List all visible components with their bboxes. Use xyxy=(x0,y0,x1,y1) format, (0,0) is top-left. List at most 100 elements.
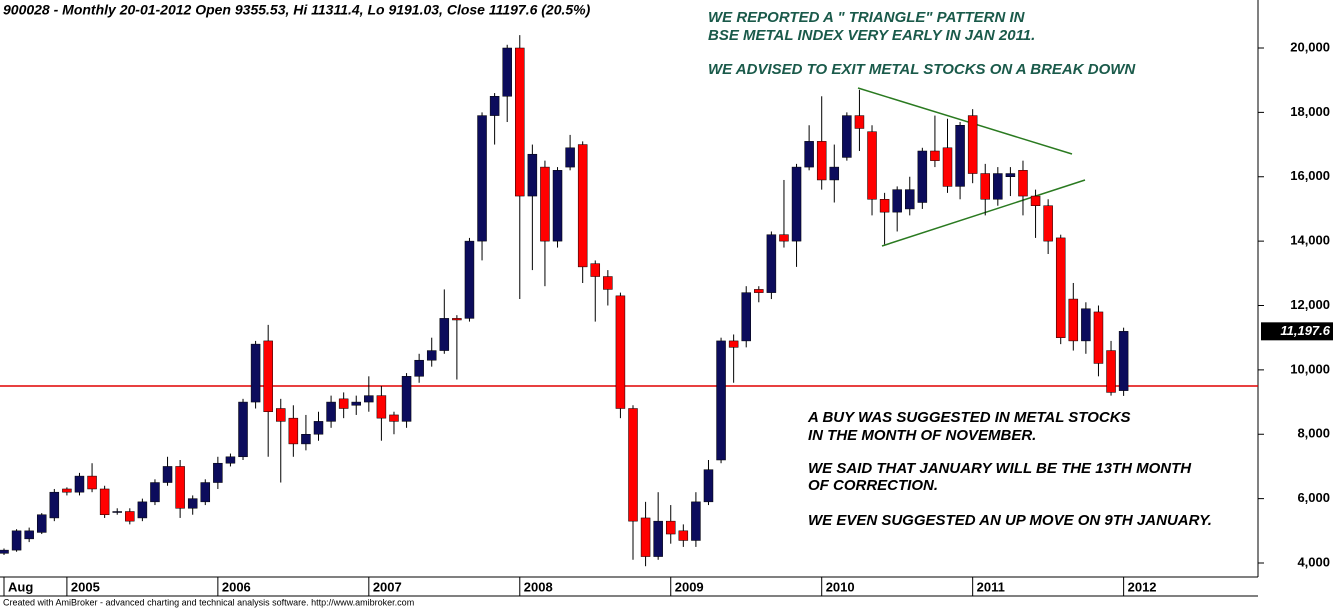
candle-body xyxy=(1068,298,1079,342)
candle-body xyxy=(791,166,802,242)
candle-body xyxy=(1093,311,1104,364)
y-tick-label: 6,000 xyxy=(1297,490,1330,505)
last-price-box xyxy=(1261,322,1333,341)
candle-body xyxy=(527,153,538,197)
candle-body xyxy=(389,414,399,422)
candle-body xyxy=(276,408,286,422)
candle-body xyxy=(665,520,676,535)
y-tick-label: 20,000 xyxy=(1290,39,1330,54)
candle-body xyxy=(401,376,412,422)
y-tick-label: 18,000 xyxy=(1290,104,1330,119)
candle-body xyxy=(137,501,148,519)
candle-body xyxy=(1043,205,1053,242)
candle-body xyxy=(1055,237,1066,338)
candle-body xyxy=(703,469,714,503)
candle-body xyxy=(867,131,877,200)
candle-body xyxy=(741,292,751,342)
annotation: WE ADVISED TO EXIT METAL STOCKS ON A BRE… xyxy=(708,61,1136,78)
candle-body xyxy=(540,166,550,242)
candle-body xyxy=(552,170,563,242)
candle-body xyxy=(426,350,437,361)
candle-body xyxy=(338,398,349,409)
candle-body xyxy=(49,491,60,519)
candle-body xyxy=(942,147,953,187)
candle-body xyxy=(326,401,336,422)
y-tick-label: 10,000 xyxy=(1290,361,1330,376)
candle-body xyxy=(917,150,928,203)
annotation: WE REPORTED A " TRIANGLE" PATTERN IN xyxy=(708,9,1026,26)
candle-body xyxy=(879,199,890,213)
candle-body xyxy=(1118,331,1129,391)
candle-body xyxy=(36,514,47,533)
candle-body xyxy=(754,289,764,293)
candle-body xyxy=(804,141,814,168)
annotation: WE SAID THAT JANUARY WILL BE THE 13TH MO… xyxy=(808,460,1192,477)
candle-body xyxy=(515,47,525,197)
y-tick-label: 4,000 xyxy=(1297,554,1330,569)
candle-body xyxy=(175,466,185,509)
candle-body xyxy=(162,466,173,483)
candle-body xyxy=(376,395,387,419)
x-tick-label: 2006 xyxy=(222,579,251,594)
footer: Created with AmiBroker - advanced charti… xyxy=(3,597,414,607)
candle-body xyxy=(112,511,122,513)
candle-body xyxy=(1030,195,1041,206)
candle-body xyxy=(24,530,34,540)
candle-body xyxy=(301,434,311,445)
y-tick-label: 12,000 xyxy=(1290,297,1330,312)
candle-body xyxy=(816,141,827,181)
candle-body xyxy=(452,318,462,321)
candle-body xyxy=(842,115,852,158)
candle-body xyxy=(250,343,261,403)
candle-body xyxy=(200,482,211,503)
candle-body xyxy=(464,240,475,319)
candle-body xyxy=(74,475,85,493)
candle-body xyxy=(590,263,601,277)
candle-body xyxy=(678,530,689,541)
y-tick-label: 14,000 xyxy=(1290,233,1330,248)
x-tick-label: 2009 xyxy=(675,579,704,594)
candle-body xyxy=(439,318,450,351)
candle-body xyxy=(213,462,223,483)
annotation: BSE METAL INDEX VERY EARLY IN JAN 2011. xyxy=(708,27,1035,44)
candle-body xyxy=(1005,173,1016,177)
candle-body xyxy=(930,150,940,161)
annotation: A BUY WAS SUGGESTED IN METAL STOCKS xyxy=(807,409,1131,426)
candle-body xyxy=(980,173,990,200)
candle-body xyxy=(62,488,72,493)
annotation: IN THE MONTH OF NOVEMBER. xyxy=(808,427,1036,444)
x-tick-label: 2005 xyxy=(71,579,100,594)
candle-body xyxy=(691,501,701,541)
candle-body xyxy=(565,147,575,168)
candle-body xyxy=(225,456,236,464)
candle-body xyxy=(967,115,978,174)
candle-body xyxy=(628,408,638,522)
candle-body xyxy=(728,340,739,348)
candle-body xyxy=(577,144,588,268)
candle-body xyxy=(150,482,160,503)
x-tick-label: 2008 xyxy=(524,579,553,594)
candle-body xyxy=(0,549,9,554)
trend-line-upper xyxy=(857,87,1073,155)
y-tick-label: 16,000 xyxy=(1290,168,1330,183)
x-tick-label: 2012 xyxy=(1128,579,1157,594)
candle-body xyxy=(351,401,361,406)
candle-body xyxy=(779,234,789,242)
candle-body xyxy=(854,115,865,129)
candle-body xyxy=(364,395,374,403)
candle-body xyxy=(640,517,651,557)
candle-body xyxy=(489,96,500,116)
x-tick-label: 2007 xyxy=(373,579,402,594)
candle-body xyxy=(125,511,135,522)
candle-body xyxy=(238,401,248,458)
candle-body xyxy=(653,520,663,557)
candle-body xyxy=(955,124,965,187)
candle-body xyxy=(993,173,1003,200)
candle-body xyxy=(502,47,512,97)
y-tick-label: 8,000 xyxy=(1297,426,1330,441)
candle-body xyxy=(1018,170,1028,197)
annotation: OF CORRECTION. xyxy=(808,477,938,494)
candle-body xyxy=(615,295,626,409)
